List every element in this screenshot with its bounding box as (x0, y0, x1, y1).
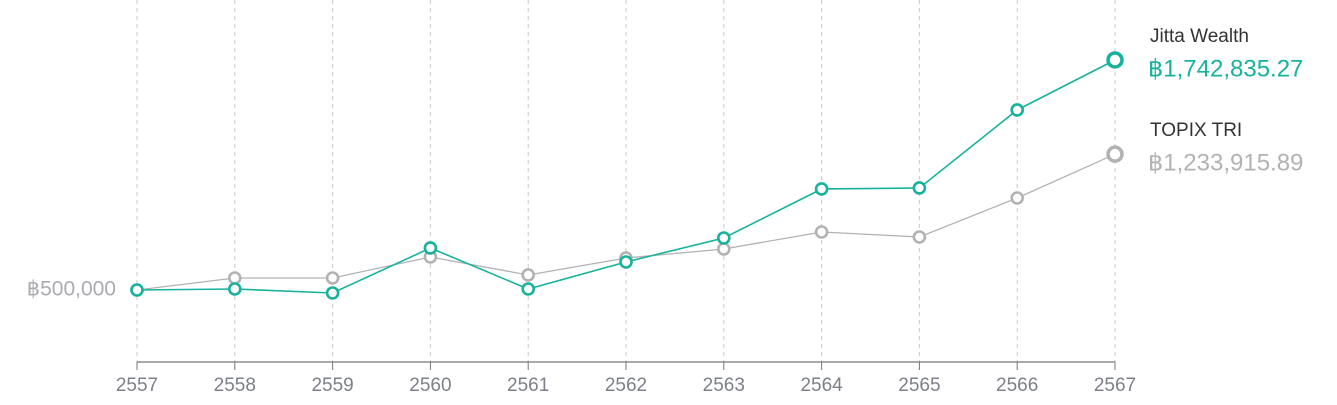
series-line (136, 153, 1116, 291)
x-tick-label: 2560 (409, 375, 451, 396)
legend-value: ฿1,233,915.89 (1148, 150, 1303, 177)
legend-name: Jitta Wealth (1150, 26, 1249, 47)
y-tick-label: ฿500,000 (27, 278, 116, 301)
legend-value: ฿1,742,835.27 (1148, 55, 1303, 82)
data-point (521, 268, 536, 282)
data-point (912, 230, 927, 244)
x-tick-label: 2563 (703, 375, 745, 396)
data-point (912, 181, 927, 195)
data-point (619, 255, 633, 269)
data-point (716, 231, 731, 245)
x-tick-label: 2558 (214, 375, 256, 396)
data-point (325, 271, 340, 285)
x-tick-label: 2566 (996, 375, 1038, 396)
data-point (1106, 145, 1124, 163)
x-tick-label: 2561 (507, 375, 549, 396)
data-point (1106, 51, 1124, 69)
data-point (1010, 103, 1025, 117)
data-point (130, 283, 144, 297)
data-point (521, 282, 536, 296)
x-tick-label: 2564 (800, 375, 843, 396)
legend-name: TOPIX TRI (1150, 120, 1242, 141)
x-tick-label: 2557 (116, 375, 158, 396)
data-point (1010, 191, 1025, 205)
x-tick-label: 2559 (311, 375, 353, 396)
data-point (716, 242, 731, 256)
data-point (228, 282, 242, 296)
x-tick-label: 2562 (605, 375, 647, 396)
x-tick-label: 2565 (898, 375, 940, 396)
data-point (325, 286, 340, 300)
data-point (814, 182, 829, 196)
x-tick-label: 2567 (1094, 375, 1136, 396)
data-point (228, 271, 242, 285)
data-point (814, 225, 829, 239)
data-point (423, 241, 438, 255)
